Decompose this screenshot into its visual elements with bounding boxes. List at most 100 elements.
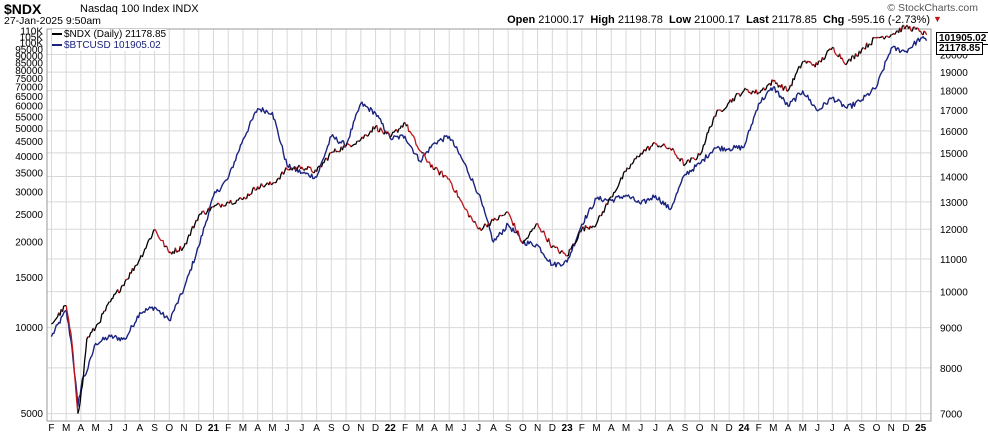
ndx-series-down-segment [784,85,788,92]
chart-symbol: $NDX [4,1,42,17]
series-lines [50,24,928,414]
legend-btc-swatch [52,44,62,47]
ndx-series-down-segment [832,47,839,58]
ndx-series-down-segment [309,166,315,174]
right-tick-label: 20000 [940,51,968,62]
ndx-series-down-segment [217,202,222,208]
x-tick-label: S [151,423,158,434]
ndx-series-down-segment [406,124,410,132]
ndx-series-up-segment [566,249,571,257]
ndx-series-up-segment [77,336,89,414]
x-tick-label: D [195,423,202,434]
last-label-ndx: 21178.85 [936,42,984,55]
brand-label[interactable]: © StockCharts.com [887,2,978,14]
x-tick-label: O [696,423,704,434]
ndx-series-up-segment [631,158,636,165]
ndx-series-up-segment [733,92,738,102]
left-tick-label: 110K [20,27,43,38]
ndx-series-down-segment [506,211,514,226]
x-tick-label: O [342,423,350,434]
ndx-series-up-segment [651,141,655,147]
ndx-series-up-segment [397,128,400,133]
ndx-series-up-segment [109,289,119,303]
ndx-series-down-segment [221,203,225,207]
ndx-series-up-segment [250,186,255,195]
left-tick-label: 90000 [15,52,43,63]
ndx-series-down-segment [474,220,480,230]
ndx-series-up-segment [793,65,800,81]
right-tick-label: 11000 [940,255,968,266]
ndx-series-up-segment [438,171,442,176]
ndx-series-up-segment [699,115,716,156]
x-tick-label: A [667,423,674,434]
x-tick-label: J [830,423,835,434]
right-tick-label: 16000 [940,127,968,138]
ndx-series-down-segment [584,224,588,228]
ndx-series-down-segment [379,127,385,135]
x-tick-label: S [328,423,335,434]
ndx-series-down-segment [517,230,524,245]
ndx-series-down-segment [346,142,352,148]
ndx-series-down-segment [923,30,928,36]
legend-btc: $BTCUSD 101905.02 [52,40,161,51]
ndx-series-up-segment [570,243,574,250]
x-tick-label: N [711,423,718,434]
ndx-series-down-segment [494,217,498,221]
ndx-series-up-segment [496,214,501,221]
ndx-series-up-segment [721,99,731,113]
ndx-series-down-segment [422,152,432,168]
x-tick-label: 24 [738,423,750,434]
ndx-series-down-segment [672,147,679,159]
x-tick-label: A [608,423,615,434]
ndx-series-up-segment [164,245,167,248]
ndx-series-up-segment [689,157,693,163]
ndx-series-up-segment [212,202,219,208]
ndx-series-up-segment [350,140,358,148]
ndx-series-up-segment [816,60,820,66]
left-tick-label: 70000 [15,83,43,94]
left-tick-label: 25000 [15,210,43,221]
ndx-series-up-segment [648,146,652,151]
ndx-series-up-segment [185,234,190,245]
ndx-series-up-segment [667,147,670,150]
chg-label: Chg [823,14,845,26]
x-tick-label: N [888,423,895,434]
ndx-series-up-segment [196,210,203,221]
plot-frame [46,28,932,422]
x-tick-label: F [48,423,54,434]
ndx-series-up-segment [533,223,537,230]
ndx-series-up-segment [888,34,892,39]
x-tick-label: D [549,423,556,434]
ndx-series-up-segment [628,163,632,170]
btc-series-line [50,36,928,407]
x-tick-label: M [592,423,600,434]
ndx-series-up-segment [480,223,486,232]
ndx-series-up-segment [856,50,860,57]
ndx-series-up-segment [611,177,622,198]
ndx-series-up-segment [248,193,251,197]
ndx-series-down-segment [868,43,871,46]
ndx-series-down-segment [513,222,518,233]
ndx-series-up-segment [878,35,884,39]
ndx-series-up-segment [127,272,131,280]
x-tick-label: F [579,423,585,434]
ndx-series-up-segment [786,84,792,92]
x-tick-label: A [313,423,320,434]
ndx-series-down-segment [916,27,921,32]
chart-date: 27-Jan-2025 9:50am [4,15,101,27]
x-tick-label: N [357,423,364,434]
left-tick-label: 50000 [15,124,43,135]
x-tick-label: M [769,423,777,434]
ndx-series-down-segment [65,305,79,414]
x-tick-label: D [902,423,909,434]
ndx-series-up-segment [442,175,445,178]
x-tick-label: A [136,423,143,434]
right-tick-label: 13000 [940,198,968,209]
ndx-series-up-segment [799,61,804,69]
ndx-series-down-segment [253,186,257,191]
ndx-series-up-segment [362,134,367,139]
right-tick-label: 9000 [940,324,963,335]
x-tick-label: F [756,423,762,434]
left-tick-label: 55000 [15,112,43,123]
